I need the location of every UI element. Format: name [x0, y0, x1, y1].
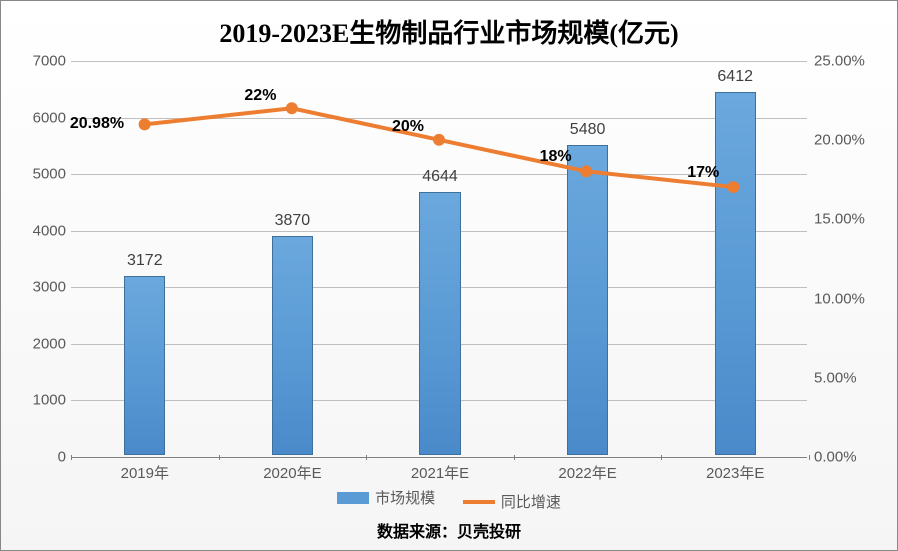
- y-right-tick-label: 10.00%: [814, 290, 879, 307]
- line-value-label: 20.98%: [70, 115, 124, 133]
- legend-item-line: 同比增速: [463, 491, 561, 512]
- bar: [419, 192, 460, 455]
- y-right-tick-label: 15.00%: [814, 211, 879, 228]
- line-value-label: 22%: [244, 87, 276, 105]
- y-right-tick-label: 0.00%: [814, 449, 879, 466]
- x-tick: [661, 455, 662, 460]
- y-right-tick-label: 5.00%: [814, 369, 879, 386]
- y-left-tick-label: 7000: [16, 53, 66, 70]
- y-right-tick-label: 25.00%: [814, 53, 879, 70]
- x-tick: [366, 455, 367, 460]
- x-category-label: 2019年: [121, 462, 169, 483]
- y-left-tick-label: 3000: [16, 279, 66, 296]
- legend: 市场规模 同比增速: [1, 487, 897, 512]
- y-left-tick-label: 6000: [16, 109, 66, 126]
- y-left-tick-label: 2000: [16, 335, 66, 352]
- line-marker: [433, 134, 445, 146]
- chart-title: 2019-2023E生物制品行业市场规模(亿元): [1, 1, 897, 50]
- y-left-tick-label: 0: [16, 449, 66, 466]
- bar-value-label: 4644: [422, 168, 458, 186]
- y-right-tick-label: 20.00%: [814, 132, 879, 149]
- data-source: 数据来源：贝壳投研: [1, 518, 897, 542]
- x-tick: [514, 455, 515, 460]
- line-marker: [139, 118, 151, 130]
- x-tick: [809, 455, 810, 460]
- chart-container: 2019-2023E生物制品行业市场规模(亿元) 010002000300040…: [0, 0, 898, 551]
- bar-value-label: 3870: [275, 212, 311, 230]
- x-category-label: 2021年E: [411, 462, 469, 483]
- line-value-label: 17%: [687, 164, 719, 182]
- x-category-label: 2023年E: [706, 462, 764, 483]
- x-category-label: 2022年E: [558, 462, 616, 483]
- bar-value-label: 3172: [127, 252, 163, 270]
- legend-label-bar: 市场规模: [375, 487, 435, 508]
- bar-value-label: 5480: [570, 121, 606, 139]
- plot-area: 010002000300040005000600070000.00%5.00%1…: [71, 61, 807, 455]
- legend-label-line: 同比增速: [501, 491, 561, 512]
- bar: [567, 145, 608, 455]
- bar: [124, 276, 165, 455]
- y-left-tick-label: 4000: [16, 222, 66, 239]
- x-category-label: 2020年E: [263, 462, 321, 483]
- y-left-tick-label: 1000: [16, 392, 66, 409]
- legend-swatch-line: [463, 500, 495, 504]
- bar: [272, 236, 313, 455]
- x-axis-line: [71, 457, 807, 458]
- line-value-label: 20%: [392, 118, 424, 136]
- y-left-tick-label: 5000: [16, 166, 66, 183]
- x-tick: [71, 455, 72, 460]
- grid-line: [71, 118, 807, 119]
- bar-value-label: 6412: [717, 68, 753, 86]
- bar: [715, 92, 756, 455]
- legend-swatch-bar: [337, 492, 369, 504]
- line-marker: [286, 102, 298, 114]
- legend-item-bar: 市场规模: [337, 487, 435, 508]
- grid-line: [71, 61, 807, 62]
- line-value-label: 18%: [540, 148, 572, 166]
- x-tick: [219, 455, 220, 460]
